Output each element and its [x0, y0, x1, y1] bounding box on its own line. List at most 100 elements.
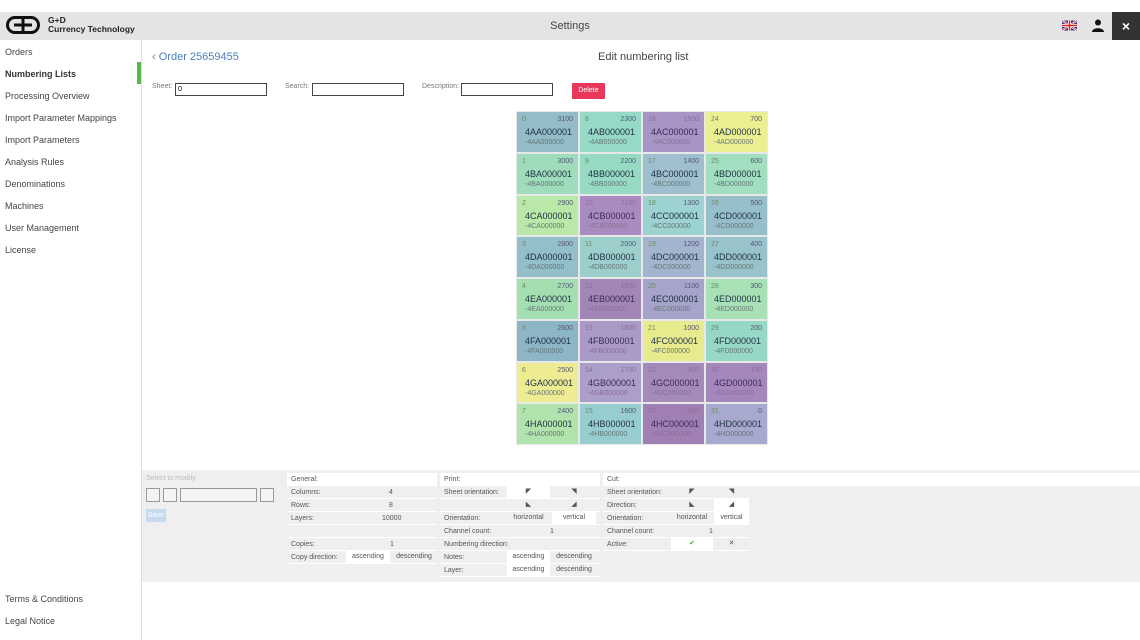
print-vertical-option[interactable]: vertical	[552, 512, 596, 524]
grid-cell[interactable]: 0 3100 4AA000001 -4AA000000	[517, 112, 578, 152]
cell-index: 3	[522, 241, 526, 249]
sidebar-item-user-management[interactable]: User Management	[5, 223, 80, 233]
grid-cell[interactable]: 18 1300 4CC000001 -4CC000000	[643, 195, 704, 236]
grid-cell[interactable]: 19 1200 4DC000001 -4DC000000	[643, 237, 704, 277]
sidebar-item-terms[interactable]: Terms & Conditions	[5, 594, 84, 604]
cell-serial-start: 4BB000001	[588, 168, 636, 179]
sidebar-item-import-parameter-mappings[interactable]: Import Parameter Mappings	[5, 113, 117, 123]
sidebar-item-license[interactable]: License	[5, 245, 37, 255]
cut-corner-bottom-left-icon[interactable]: ◣	[689, 501, 695, 508]
notes-ascending-option[interactable]: ascending	[507, 551, 550, 563]
cell-index: 21	[648, 324, 656, 332]
search-input[interactable]	[312, 83, 404, 96]
cut-channel-count-value: 1	[709, 528, 713, 535]
cell-serial-end: -4GD000000	[714, 389, 755, 397]
copy-ascending-option[interactable]: ascending	[346, 551, 390, 563]
cut-horizontal-option[interactable]: horizontal	[676, 514, 708, 521]
print-horizontal-option[interactable]: horizontal	[513, 514, 544, 521]
cell-value: 3000	[557, 157, 573, 165]
grid-cell[interactable]: 28 300 4ED000001 -4ED000000	[706, 279, 767, 319]
active-no-x-icon[interactable]: ✕	[728, 540, 735, 547]
grid-cell[interactable]: 15 1600 4HB000001 -4HB000000	[580, 404, 641, 444]
cell-value: 2500	[557, 366, 573, 374]
grid-cell[interactable]: 31 0 4HD000001 -4HD000000	[706, 404, 767, 444]
grid-cell[interactable]: 27 400 4DD000001 -4DD000000	[706, 237, 767, 277]
grid-cell[interactable]: 7 2400 4HA000001 -4HA000000	[517, 404, 578, 444]
cell-index: 25	[711, 157, 719, 165]
print-corner-top-left-icon[interactable]: ◤	[507, 486, 550, 498]
grid-cell[interactable]: 26 500 4CD000001 -4CD000000	[706, 195, 767, 236]
select-box-4[interactable]	[260, 488, 274, 502]
sidebar-item-orders[interactable]: Orders	[5, 47, 33, 57]
close-button[interactable]: ×	[1112, 12, 1140, 40]
rows-value: 8	[389, 502, 393, 509]
grid-cell[interactable]: 9 2200 4BB000001 -4BB000000	[580, 153, 641, 194]
back-to-order-link[interactable]: ‹ Order 25659455	[152, 51, 239, 63]
grid-cell[interactable]: 25 600 4BD000001 -4BD000000	[706, 153, 767, 194]
cell-serial-end: -4DA000000	[525, 264, 565, 272]
grid-cell[interactable]: 23 800 4HC000001 -4HC000000	[643, 404, 704, 444]
cut-corner-top-left-icon[interactable]: ◤	[689, 488, 695, 495]
sidebar-item-import-parameters[interactable]: Import Parameters	[5, 135, 80, 145]
layer-descending-option[interactable]: descending	[556, 566, 592, 573]
grid-cell[interactable]: 1 3000 4BA000001 -4BA000000	[517, 153, 578, 194]
sidebar-item-denominations[interactable]: Denominations	[5, 179, 66, 189]
cell-index: 11	[585, 241, 593, 249]
grid-cell[interactable]: 24 700 4AD000001 -4AD000000	[706, 112, 767, 152]
grid-cell[interactable]: 17 1400 4BC000001 -4BC000000	[643, 153, 704, 194]
grid-cell[interactable]: 12 1900 4EB000001 -4EB000000	[580, 279, 641, 319]
grid-cell[interactable]: 8 2300 4AB000001 -4AB000000	[580, 112, 641, 152]
print-corner-bottom-left-icon[interactable]: ◣	[525, 501, 532, 508]
cell-serial-start: 4BC000001	[651, 168, 699, 179]
grid-cell[interactable]: 29 200 4FD000001 -4FD000000	[706, 320, 767, 361]
user-icon[interactable]	[1092, 19, 1104, 32]
copies-label: Copies:	[291, 541, 315, 548]
select-box-2[interactable]	[163, 488, 177, 502]
sidebar-item-machines[interactable]: Machines	[5, 201, 44, 211]
layer-ascending-option[interactable]: ascending	[507, 564, 550, 576]
active-yes-check-icon[interactable]: ✔	[671, 538, 713, 550]
sheet-label: Sheet:	[152, 83, 173, 90]
sidebar-item-analysis-rules[interactable]: Analysis Rules	[5, 157, 65, 167]
gd-logo: G+D Currency Technology	[6, 16, 135, 34]
uk-flag-icon[interactable]	[1062, 20, 1077, 31]
sidebar-item-legal-notice[interactable]: Legal Notice	[5, 616, 56, 626]
sidebar-item-processing-overview[interactable]: Processing Overview	[5, 91, 90, 101]
grid-cell[interactable]: 4 2700 4EA000001 -4EA000000	[517, 279, 578, 319]
save-button[interactable]: Save	[146, 509, 166, 522]
sidebar-item-numbering-lists[interactable]: Numbering Lists	[5, 69, 77, 79]
grid-cell[interactable]: 30 100 4GD000001 -4GD000000	[706, 362, 767, 403]
cut-direction-label: Direction:	[607, 502, 637, 509]
delete-button[interactable]: Delete	[572, 83, 605, 99]
description-input[interactable]	[461, 83, 553, 96]
cut-vertical-option[interactable]: vertical	[714, 512, 749, 524]
copy-descending-option[interactable]: descending	[396, 553, 432, 560]
grid-cell[interactable]: 2 2900 4CA000001 -4CA000000	[517, 195, 578, 236]
grid-cell[interactable]: 10 2100 4CB000001 -4CB000000	[580, 195, 641, 236]
grid-cell[interactable]: 6 2500 4GA000001 -4GA000000	[517, 362, 578, 403]
description-label: Description:	[422, 83, 459, 90]
grid-cell[interactable]: 13 1800 4FB000001 -4FB000000	[580, 320, 641, 361]
grid-cell[interactable]: 11 2000 4DB000001 -4DB000000	[580, 237, 641, 277]
grid-cell[interactable]: 20 1100 4EC000001 -4EC000000	[643, 279, 704, 319]
cell-serial-start: 4CA000001	[525, 210, 573, 221]
cell-index: 30	[711, 366, 719, 374]
grid-cell[interactable]: 14 1700 4GB000001 -4GB000000	[580, 362, 641, 403]
select-box-3[interactable]	[180, 488, 257, 502]
select-box-1[interactable]	[146, 488, 160, 502]
cell-serial-end: -4EA000000	[525, 306, 564, 313]
grid-cell[interactable]: 21 1000 4FC000001 -4FC000000	[643, 320, 704, 361]
cell-index: 28	[711, 283, 719, 290]
cut-corner-bottom-right-icon[interactable]: ◢	[714, 499, 749, 511]
grid-cell[interactable]: 5 2600 4FA000001 -4FA000000	[517, 320, 578, 361]
cell-value: 1700	[620, 366, 636, 374]
grid-cell[interactable]: 16 1500 4AC000001 -4AC000000	[643, 112, 704, 152]
print-corner-bottom-right-icon[interactable]: ◢	[571, 501, 577, 508]
sheet-input[interactable]	[175, 83, 267, 96]
cut-corner-top-right-icon[interactable]: ◥	[728, 488, 735, 495]
cell-index: 7	[522, 408, 526, 416]
notes-descending-option[interactable]: descending	[556, 553, 592, 560]
grid-cell[interactable]: 3 2800 4DA000001 -4DA000000	[517, 237, 578, 277]
grid-cell[interactable]: 22 900 4GC000001 -4GC000000	[643, 362, 704, 403]
print-corner-top-right-icon[interactable]: ◥	[571, 488, 577, 495]
